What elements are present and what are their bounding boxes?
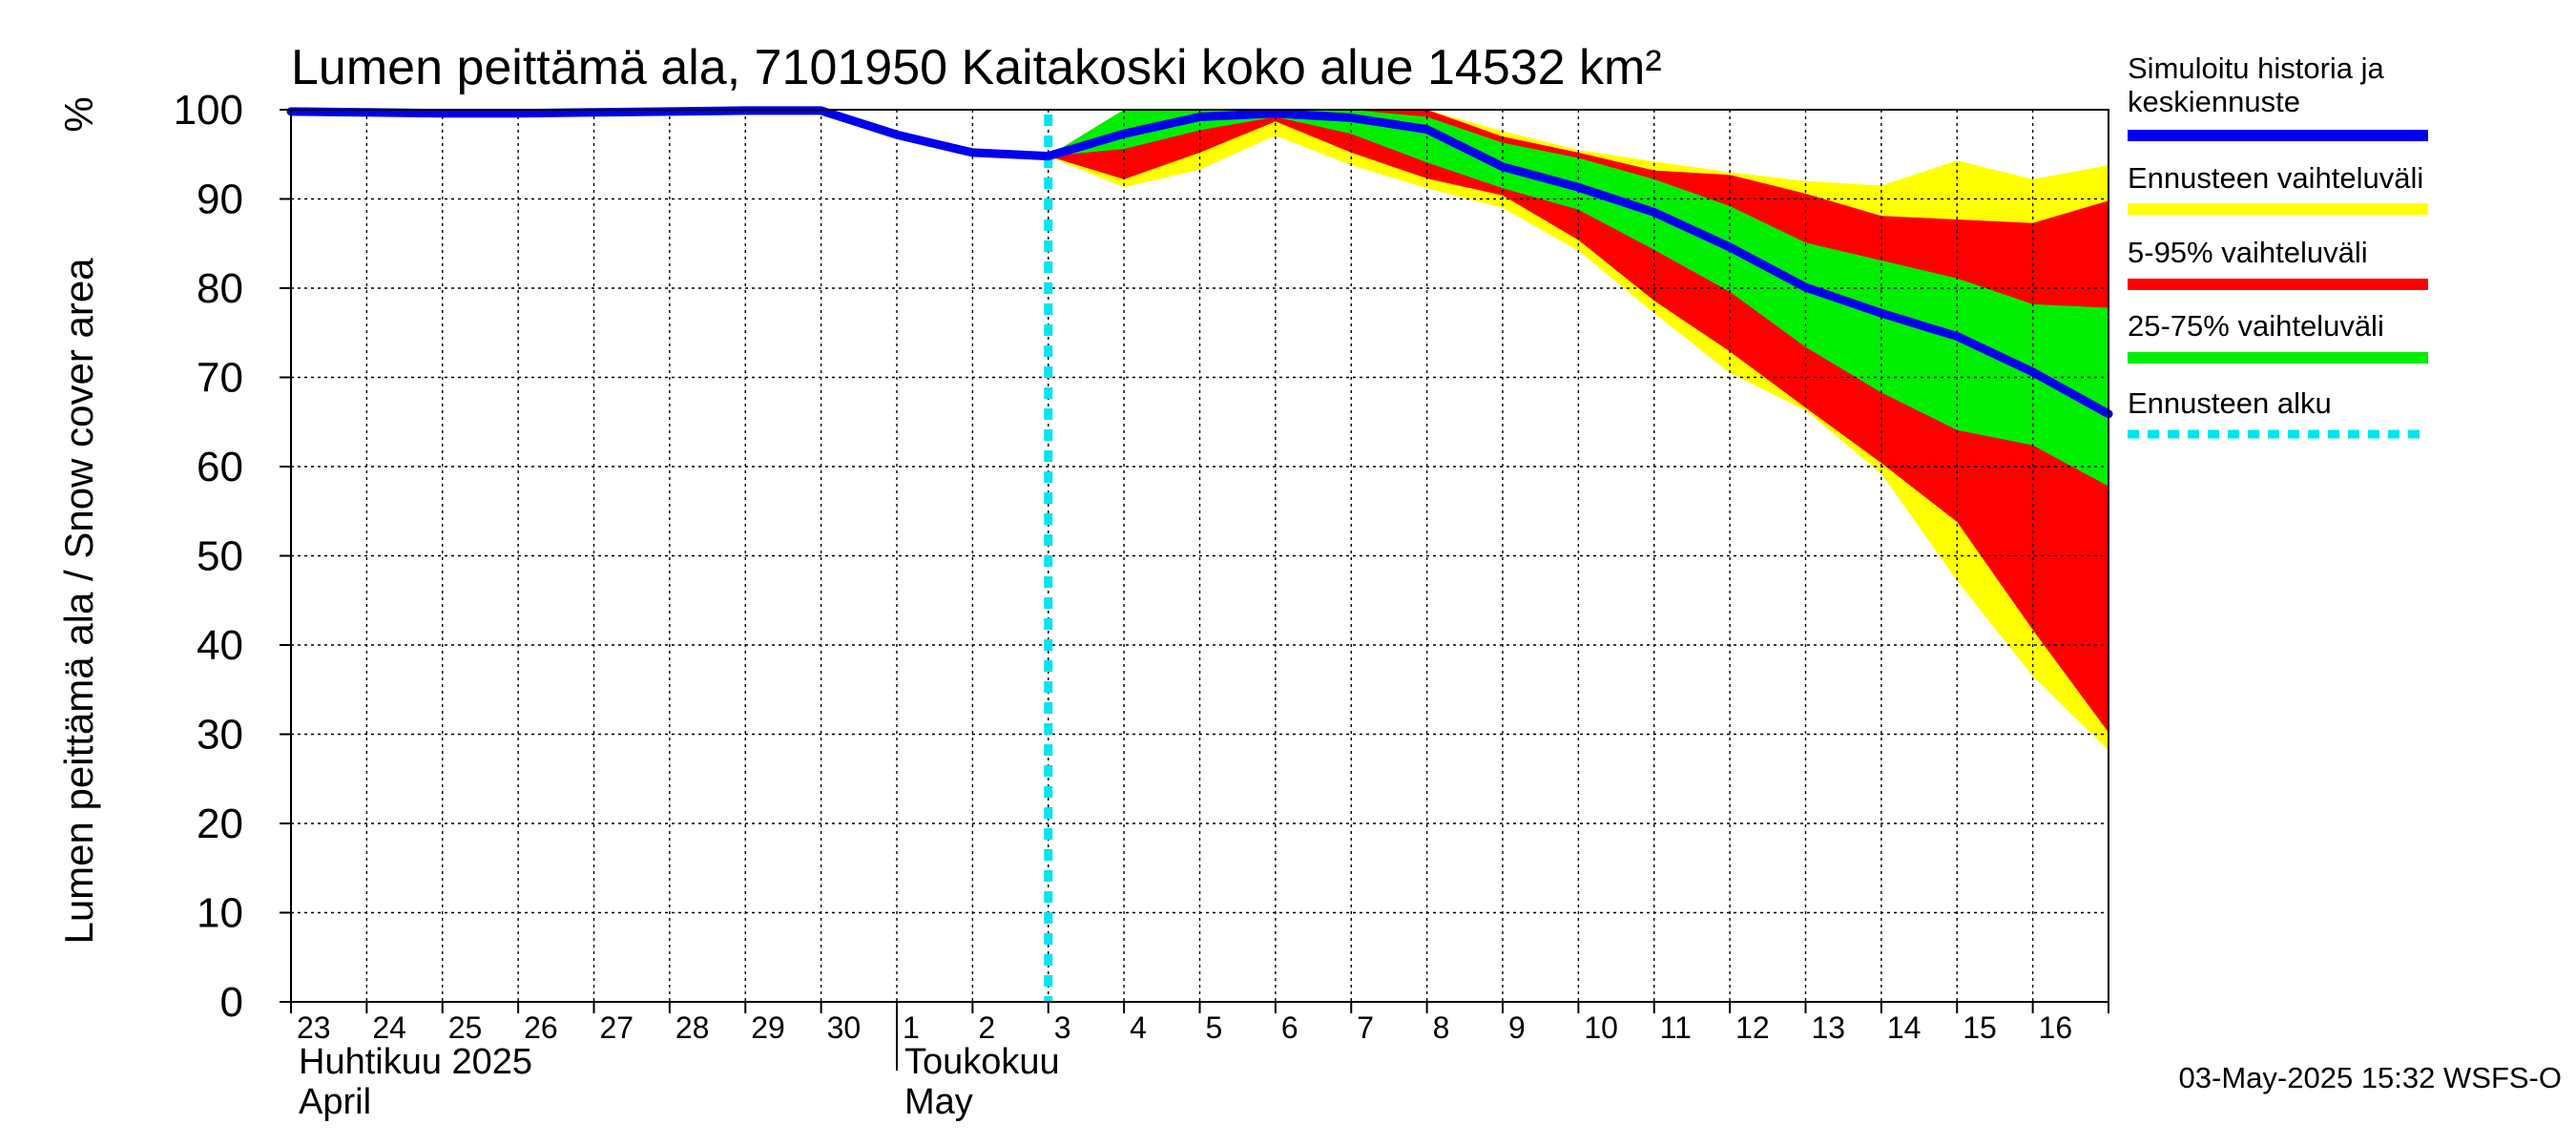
x-tick-label: 14 <box>1887 1010 1922 1045</box>
y-tick-label: 20 <box>197 801 243 847</box>
x-tick-label: 8 <box>1433 1010 1450 1045</box>
y-tick-label: 10 <box>197 890 243 937</box>
y-tick-label: 100 <box>174 87 243 134</box>
month-label-fi: Toukokuu <box>904 1042 1060 1082</box>
x-tick-label: 27 <box>600 1010 634 1045</box>
y-tick-label: 50 <box>197 533 243 580</box>
y-axis-unit: % <box>56 96 101 132</box>
x-tick-label: 30 <box>827 1010 862 1045</box>
legend-label-0: Simuloitu historia ja <box>2128 52 2385 85</box>
legend-label-3: 25-75% vaihteluväli <box>2128 309 2384 343</box>
y-tick-label: 90 <box>197 177 243 223</box>
x-tick-label: 24 <box>372 1010 406 1045</box>
x-tick-label: 29 <box>751 1010 785 1045</box>
series-line-0 <box>286 106 2113 419</box>
x-tick-label: 25 <box>448 1010 483 1045</box>
legend-label-4: Ennusteen alku <box>2128 386 2332 420</box>
x-tick-label: 23 <box>297 1010 331 1045</box>
y-tick-label: 0 <box>220 979 243 1026</box>
x-tick-label: 2 <box>978 1010 995 1045</box>
x-tick-label: 3 <box>1054 1010 1071 1045</box>
x-tick-label: 7 <box>1357 1010 1374 1045</box>
x-tick-label: 28 <box>675 1010 710 1045</box>
legend-label-1: Ennusteen vaihteluväli <box>2128 161 2423 195</box>
y-tick-label: 30 <box>197 712 243 759</box>
x-tick-label: 13 <box>1812 1010 1846 1045</box>
y-tick-label: 80 <box>197 265 243 312</box>
legend-label-0: keskiennuste <box>2128 85 2300 118</box>
x-tick-label: 16 <box>2039 1010 2073 1045</box>
x-tick-label: 4 <box>1130 1010 1147 1045</box>
month-label-fi: Huhtikuu 2025 <box>299 1042 532 1082</box>
month-label-en: April <box>299 1082 371 1122</box>
x-tick-label: 12 <box>1735 1010 1770 1045</box>
x-tick-label: 15 <box>1963 1010 1997 1045</box>
x-tick-label: 5 <box>1206 1010 1223 1045</box>
x-tick-label: 11 <box>1660 1010 1692 1045</box>
plot-area <box>286 106 2113 1002</box>
x-tick-label: 10 <box>1584 1010 1618 1045</box>
legend-label-2: 5-95% vaihteluväli <box>2128 236 2368 269</box>
chart-title: Lumen peittämä ala, 7101950 Kaitakoski k… <box>291 40 1662 95</box>
y-tick-label: 60 <box>197 444 243 490</box>
y-tick-label: 70 <box>197 355 243 402</box>
x-tick-label: 9 <box>1508 1010 1526 1045</box>
x-tick-label: 6 <box>1281 1010 1298 1045</box>
x-tick-label: 26 <box>524 1010 558 1045</box>
timestamp-footer: 03-May-2025 15:32 WSFS-O <box>2179 1061 2562 1094</box>
month-label-en: May <box>904 1082 973 1122</box>
y-axis-label: Lumen peittämä ala / Snow cover area <box>56 258 101 945</box>
y-tick-label: 40 <box>197 622 243 669</box>
x-tick-label: 1 <box>903 1010 920 1045</box>
